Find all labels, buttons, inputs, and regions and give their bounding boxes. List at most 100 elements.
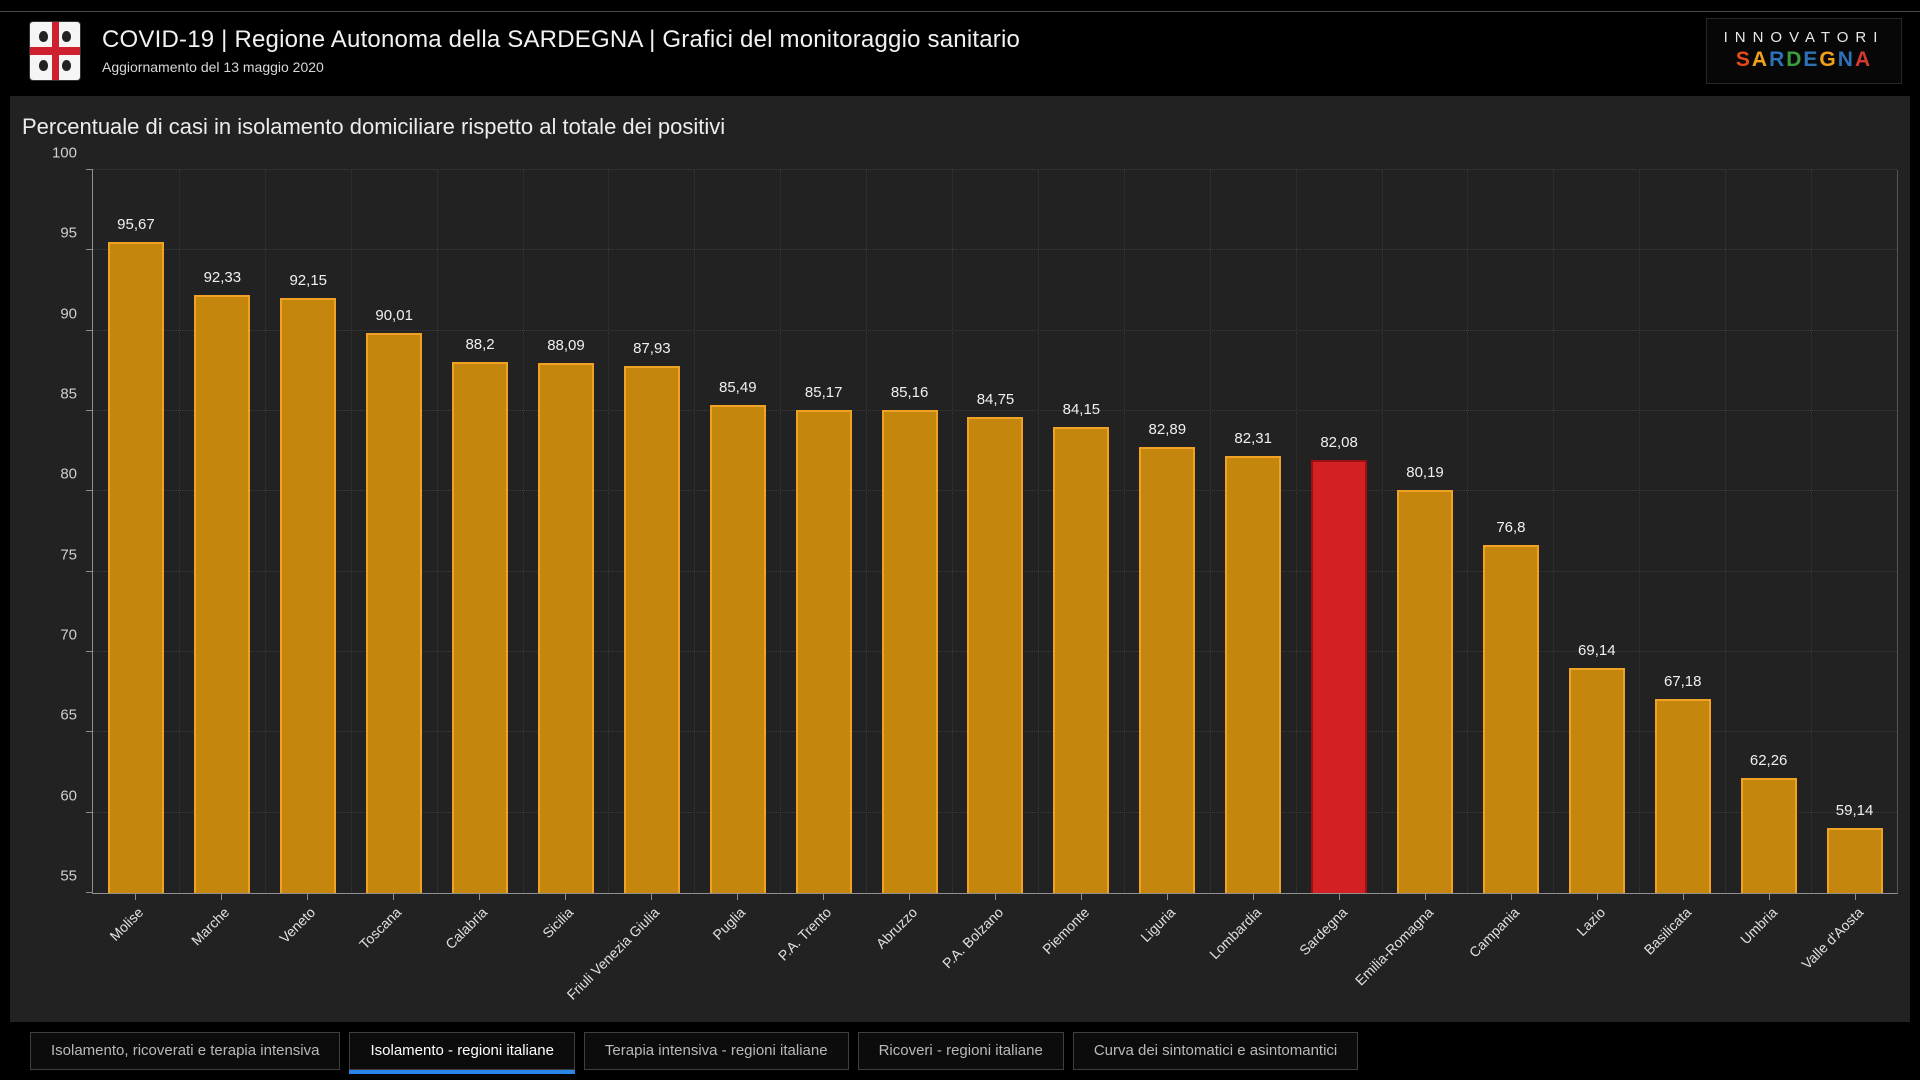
bar-value-label: 80,19 <box>1406 464 1444 482</box>
bar[interactable] <box>1654 699 1711 893</box>
bar-group: 90,01 <box>350 170 437 893</box>
bar[interactable] <box>1053 426 1110 893</box>
bar-value-label: 92,15 <box>289 272 328 290</box>
tab-4[interactable]: Ricoveri - regioni italiane <box>857 1032 1064 1070</box>
bar[interactable] <box>1826 828 1883 893</box>
y-axis-label: 100 <box>51 144 77 162</box>
brand-letter: A <box>1751 48 1770 71</box>
tab-5[interactable]: Curva dei sintomatici e asintomantici <box>1072 1032 1359 1070</box>
x-tick <box>1511 894 1512 900</box>
x-tick <box>1167 894 1168 900</box>
bar[interactable] <box>537 363 594 893</box>
x-tick <box>651 894 652 900</box>
bar-group: 80,19 <box>1381 170 1468 893</box>
sardegna-flag-logo <box>30 21 80 80</box>
bar[interactable] <box>452 361 509 893</box>
bar-value-label: 67,18 <box>1663 673 1702 691</box>
x-tick <box>1683 894 1684 900</box>
bar-value-label: 84,75 <box>976 391 1015 409</box>
header: COVID-19 | Regione Autonoma della SARDEG… <box>0 11 1920 89</box>
y-gridline <box>93 169 1897 170</box>
y-tick <box>86 169 93 170</box>
bar[interactable] <box>280 298 337 893</box>
x-tick <box>307 894 308 900</box>
tab-1[interactable]: Isolamento, ricoverati e terapia intensi… <box>30 1032 341 1070</box>
x-tick <box>737 894 738 900</box>
bar-group: 92,33 <box>178 170 265 893</box>
bar-group: 62,26 <box>1725 170 1811 893</box>
bar-group: 84,15 <box>1037 170 1124 893</box>
bar[interactable] <box>881 410 938 893</box>
bar[interactable] <box>1225 456 1282 893</box>
chart-title: Percentuale di casi in isolamento domici… <box>22 114 726 139</box>
y-tick <box>86 731 93 733</box>
brand-line2: SARDEGNA <box>1736 48 1872 72</box>
brand-letter: R <box>1769 48 1787 71</box>
tab-bar: Isolamento, ricoverati e terapia intensi… <box>30 1032 1920 1074</box>
x-tick <box>1081 894 1082 900</box>
y-tick <box>86 570 93 572</box>
x-tick <box>392 894 394 900</box>
x-tick <box>1253 894 1254 900</box>
bar[interactable] <box>1740 778 1797 893</box>
bar-value-label: 88,09 <box>547 337 585 355</box>
brand-letter: S <box>1735 48 1752 71</box>
x-tick <box>135 894 136 900</box>
bar[interactable] <box>967 417 1024 893</box>
bar-group: 82,89 <box>1123 170 1210 893</box>
bar[interactable] <box>795 410 852 893</box>
bar-sardegna-highlight[interactable] <box>1311 459 1368 893</box>
tab-3[interactable]: Terapia intensiva - regioni italiane <box>583 1032 849 1070</box>
x-tick <box>995 894 996 900</box>
chart-panel: Percentuale di casi in isolamento domici… <box>10 96 1910 1022</box>
update-date: Aggiornamento del 13 maggio 2020 <box>102 59 324 75</box>
y-tick <box>86 490 93 492</box>
bar-group: 59,14 <box>1811 170 1897 893</box>
y-axis-label: 85 <box>60 385 77 403</box>
bar-value-label: 62,26 <box>1749 752 1788 770</box>
x-axis-labels: Molise Marche Veneto Toscana Calabria Sicilia… <box>92 894 1898 1014</box>
bar[interactable] <box>366 332 423 893</box>
bar-value-label: 76,8 <box>1496 518 1526 536</box>
y-axis-label: 70 <box>60 626 77 644</box>
bar-group: 69,14 <box>1553 170 1639 893</box>
y-axis-label: 90 <box>60 305 77 323</box>
y-tick <box>86 892 93 893</box>
bar-group: 67,18 <box>1639 170 1725 893</box>
bar-group: 85,17 <box>780 170 866 893</box>
tab-2[interactable]: Isolamento - regioni italiane <box>349 1032 576 1074</box>
y-gridline <box>93 410 1897 411</box>
bar[interactable] <box>1139 446 1196 893</box>
bar-group: 84,75 <box>952 170 1038 893</box>
bar-group: 88,09 <box>522 170 609 893</box>
bar[interactable] <box>709 405 766 893</box>
bar-value-label: 90,01 <box>375 306 413 324</box>
bar-value-label: 92,33 <box>203 269 242 287</box>
bar-group: 88,2 <box>436 170 523 893</box>
x-tick <box>1597 894 1598 900</box>
bar[interactable] <box>1482 544 1539 893</box>
plot-area: 55 60 65 70 75 80 85 90 95 100 95,67 92,33 92,15 90,0… <box>52 145 1898 894</box>
brand-letter: G <box>1819 48 1838 71</box>
bar-group: 85,16 <box>866 170 952 893</box>
y-axis-label: 60 <box>60 787 77 805</box>
x-tick <box>909 894 910 900</box>
bar[interactable] <box>1568 667 1625 893</box>
x-tick <box>1339 894 1340 900</box>
bar-group: 85,49 <box>694 170 780 893</box>
bar-group: 82,08 <box>1295 170 1382 893</box>
bar-value-label: 85,17 <box>804 384 843 402</box>
bar[interactable] <box>194 295 251 893</box>
bar[interactable] <box>1396 490 1453 893</box>
y-tick <box>86 329 93 331</box>
brand-letter: A <box>1854 48 1873 71</box>
bar[interactable] <box>623 365 680 893</box>
bar[interactable] <box>107 241 165 893</box>
y-gridline <box>93 329 1897 331</box>
y-tick <box>86 651 93 652</box>
bar-value-label: 84,15 <box>1062 400 1101 418</box>
y-gridline <box>93 249 1897 251</box>
bar-group: 76,8 <box>1467 170 1553 893</box>
y-tick <box>86 811 93 813</box>
